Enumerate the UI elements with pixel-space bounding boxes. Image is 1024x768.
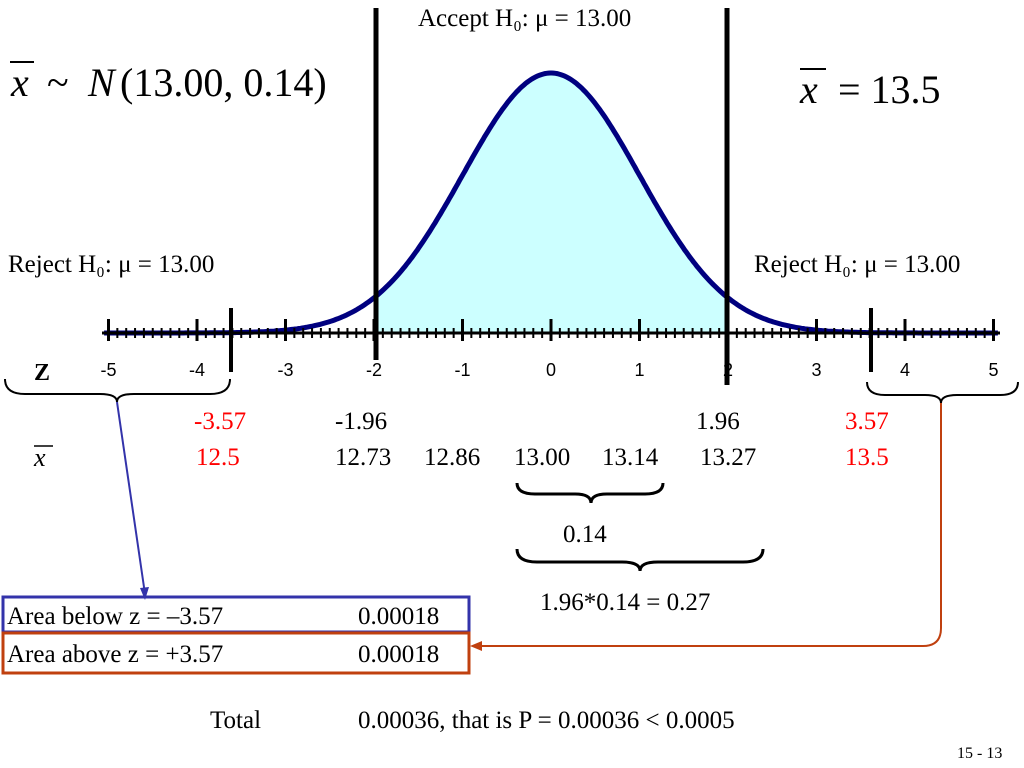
xbar-value: 13.14 [602, 444, 659, 471]
total-value: 0.00036, that is P = 0.00036 < 0.0005 [358, 707, 735, 734]
xbar-value: 13.00 [514, 444, 570, 471]
acceptance-region-fill [377, 73, 725, 333]
z-tick-label: -4 [189, 360, 205, 380]
xbar-value: 12.86 [424, 444, 480, 471]
margin-of-error-label: 1.96*0.14 = 0.27 [540, 589, 710, 616]
total-label: Total [210, 707, 261, 734]
z-tick-label: 3 [811, 360, 821, 380]
xbar-value: 12.73 [335, 444, 391, 471]
xbar-symbol-right: x [799, 67, 818, 112]
left-tail-arrow [116, 401, 149, 600]
z-tick-label: 2 [723, 360, 733, 380]
xbar-13-5: 13.5 [845, 444, 889, 471]
formula-tilde: ~ [47, 60, 69, 105]
xbar-value: 13.27 [700, 444, 756, 471]
right-tail-arrow [470, 403, 942, 651]
area-below-label: Area below z = –3.57 [7, 603, 223, 630]
z-pos-1-96: 1.96 [696, 408, 740, 435]
xbar-12-5: 12.5 [196, 444, 240, 471]
z-neg-3-57: -3.57 [194, 408, 246, 435]
z-tick-label: -2 [366, 360, 382, 380]
z-tick-label: 0 [546, 360, 556, 380]
z-tick-label: 4 [900, 360, 910, 380]
area-above-value: 0.00018 [358, 641, 439, 668]
right-tail-brace [866, 381, 1019, 404]
xbar-row-label: x [33, 443, 46, 472]
accept-region-label: Accept H₀: μ = 13.00 [418, 5, 631, 32]
standard-error-label: 0.14 [563, 521, 607, 548]
z-tick-labels: -5 -4 -3 -2 -1 0 1 2 3 4 5 [100, 360, 998, 380]
z-tick-label: 1 [634, 360, 644, 380]
z-tick-label: 5 [988, 360, 998, 380]
z-neg-1-96: -1.96 [335, 408, 387, 435]
sample-mean-value: = 13.5 [838, 67, 941, 112]
z-tick-label: -1 [454, 360, 470, 380]
reject-left-label: Reject H₀: μ = 13.00 [8, 251, 214, 278]
page-number: 15 - 13 [957, 745, 1002, 762]
xbar-symbol: x [10, 60, 29, 105]
z-axis-label: Z [34, 360, 50, 386]
formula-params: (13.00, 0.14) [120, 60, 327, 105]
z-pos-3-57: 3.57 [845, 408, 889, 435]
standard-error-brace [515, 482, 665, 504]
margin-of-error-brace [515, 548, 765, 572]
area-above-label: Area above z = +3.57 [7, 641, 223, 668]
z-tick-label: -3 [277, 360, 293, 380]
reject-right-label: Reject H₀: μ = 13.00 [754, 251, 960, 278]
area-below-value: 0.00018 [358, 603, 439, 630]
z-tick-label: -5 [100, 360, 116, 380]
area-above-box [1, 631, 471, 675]
sample-mean-formula: x = 13.5 [799, 67, 941, 112]
formula-n: N [87, 60, 117, 105]
sampling-distribution-formula: x ~ N (13.00, 0.14) [10, 60, 327, 105]
